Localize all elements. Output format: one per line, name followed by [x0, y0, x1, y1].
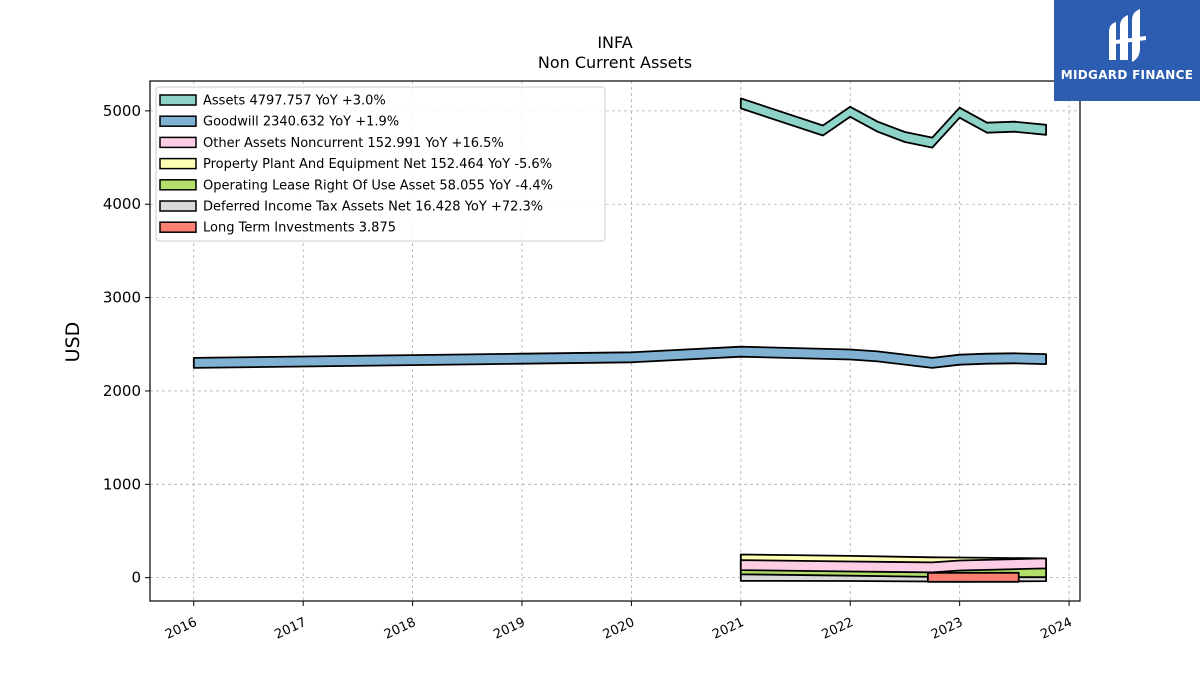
legend-box: [155, 86, 606, 242]
x-tick-label: 2020: [601, 615, 637, 643]
x-tick-label: 2018: [382, 615, 418, 643]
y-axis-label: USD: [62, 322, 84, 363]
x-tick-label: 2017: [273, 615, 309, 643]
y-tick-label: 0: [131, 569, 141, 587]
series-band-long-term-investments: [927, 571, 1020, 583]
legend-entry: Deferred Income Tax Assets Net 16.428 Yo…: [203, 200, 543, 215]
legend-entry: Goodwill 2340.632 YoY +1.9%: [203, 115, 399, 130]
x-tick-label: 2022: [820, 615, 856, 643]
logo: MIDGARD FINANCE: [1054, 0, 1200, 101]
y-tick-label: 1000: [103, 475, 141, 493]
y-axis: 0 1000 2000 3000 4000 5000: [103, 102, 150, 587]
legend-swatch: [159, 200, 197, 212]
legend-swatch: [159, 94, 197, 106]
x-tick-label: 2024: [1038, 615, 1074, 643]
x-axis: 2016 2017 2018 2019 2020 2021 2022 2023 2024: [163, 601, 1075, 643]
legend-swatch: [159, 157, 197, 170]
series-band-other-assets-noncurrent: [739, 557, 1047, 574]
y-tick-label: 3000: [103, 289, 141, 307]
y-tick-label: 4000: [103, 195, 141, 213]
chart-title: INFA: [597, 33, 632, 52]
legend-swatch: [159, 136, 197, 149]
series-band-assets: [739, 97, 1047, 149]
y-tick-label: 5000: [103, 102, 141, 120]
legend-swatch: [159, 179, 197, 191]
series-bands: [192, 97, 1047, 583]
logo-mark-icon: [1109, 9, 1146, 62]
y-tick-label: 2000: [103, 382, 141, 400]
grid-lines: [150, 81, 1080, 601]
x-tick-label: 2016: [163, 615, 199, 643]
legend-entry: Operating Lease Right Of Use Asset 58.05…: [203, 178, 553, 193]
logo-text: MIDGARD FINANCE: [1060, 68, 1194, 82]
legend-swatch: [159, 115, 197, 127]
legend: Assets 4797.757 YoY +3.0% Goodwill 2340.6…: [155, 86, 606, 242]
legend-entry: Other Assets Noncurrent 152.991 YoY +16.…: [203, 136, 504, 151]
legend-entry: Long Term Investments 3.875: [203, 221, 396, 236]
legend-entry: Property Plant And Equipment Net 152.464…: [203, 157, 552, 172]
x-tick-label: 2019: [491, 615, 527, 643]
x-tick-label: 2021: [710, 615, 746, 643]
plot-frame: [149, 80, 1081, 602]
x-tick-label: 2023: [929, 615, 965, 643]
legend-swatch: [159, 221, 197, 233]
series-band-goodwill: [192, 345, 1047, 369]
chart-subtitle: Non Current Assets: [538, 53, 692, 72]
legend-entry: Assets 4797.757 YoY +3.0%: [203, 94, 386, 109]
